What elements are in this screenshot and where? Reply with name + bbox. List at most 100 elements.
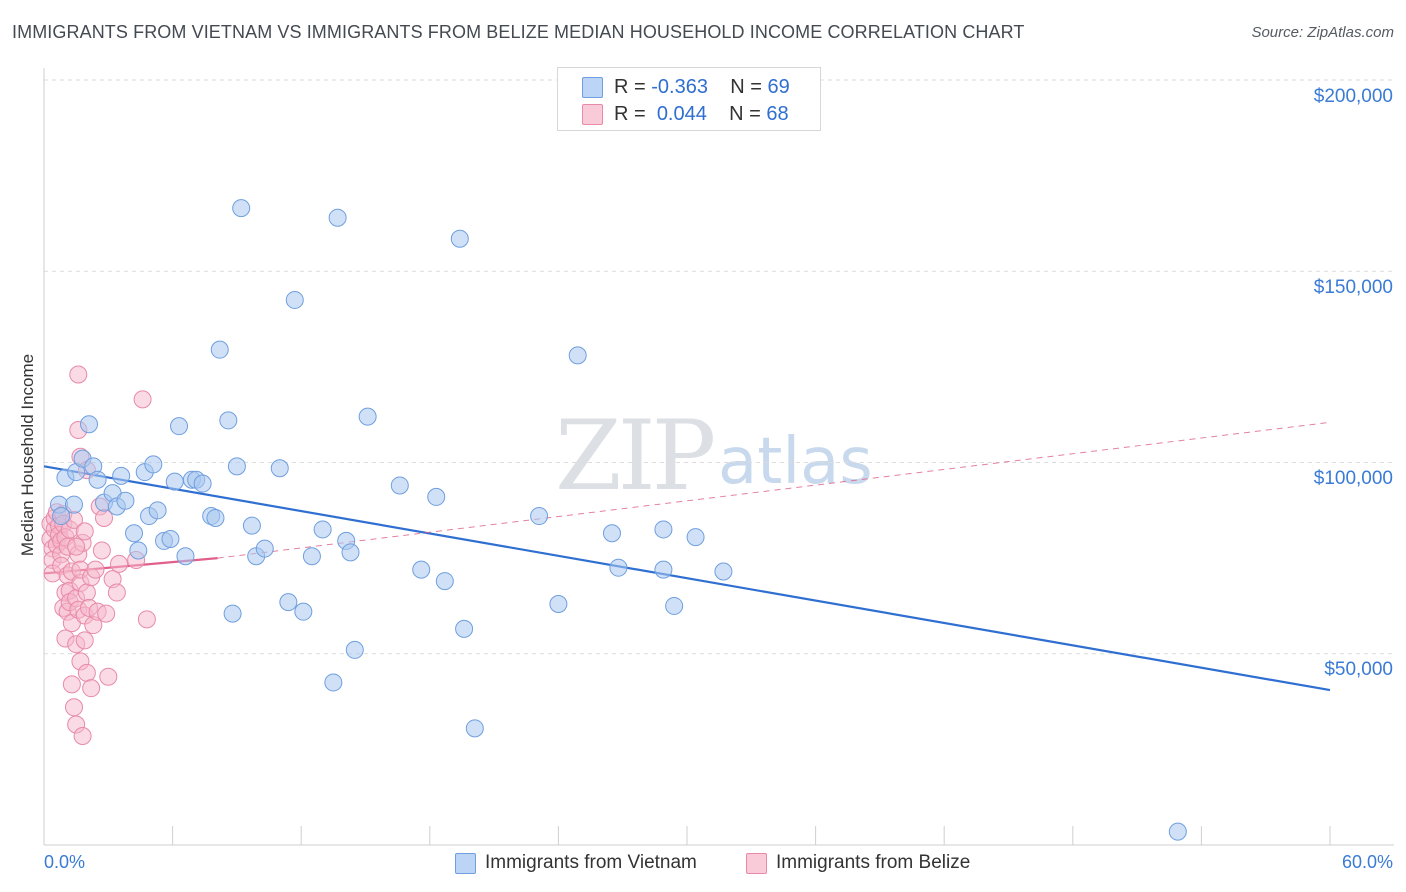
- belize-point: [62, 675, 81, 694]
- belize-point: [73, 726, 92, 745]
- source-label: Source: ZipAtlas.com: [1251, 24, 1394, 41]
- vietnam-point: [328, 208, 347, 227]
- vietnam-point: [654, 560, 673, 579]
- r-label: R =: [614, 76, 646, 98]
- belize-swatch: [746, 853, 767, 874]
- vietnam-point: [144, 455, 163, 474]
- vietnam-point: [450, 229, 469, 248]
- r-value-belize: 0.044: [656, 103, 707, 125]
- y-tick-label: $200,000: [1313, 86, 1393, 107]
- vietnam-point: [549, 595, 568, 614]
- vietnam-point: [125, 524, 144, 543]
- vietnam-point: [255, 539, 274, 558]
- vietnam-point: [1168, 822, 1187, 841]
- vietnam-swatch: [582, 77, 603, 98]
- vietnam-point: [206, 508, 225, 527]
- vietnam-point: [654, 520, 673, 539]
- vietnam-point: [165, 472, 184, 491]
- vietnam-point: [390, 476, 409, 495]
- series-legend: Immigrants from Vietnam Immigrants from …: [0, 852, 1406, 876]
- vietnam-point: [112, 466, 131, 485]
- vietnam-point: [427, 487, 446, 506]
- n-value-vietnam: 69: [767, 76, 790, 98]
- belize-point: [99, 667, 118, 686]
- vietnam-point: [609, 558, 628, 577]
- vietnam-point: [294, 602, 313, 621]
- correlation-legend: R = -0.363 N = 69 R = 0.044 N = 68: [557, 67, 821, 131]
- belize-point: [92, 541, 111, 560]
- vietnam-point: [148, 501, 167, 520]
- belize-point: [65, 698, 84, 717]
- vietnam-point: [88, 470, 107, 489]
- vietnam-point: [455, 619, 474, 638]
- n-label: N =: [729, 103, 761, 125]
- watermark-zip: ZIP: [555, 400, 716, 512]
- vietnam-point: [193, 474, 212, 493]
- n-label: N =: [730, 76, 762, 98]
- belize-point: [137, 610, 156, 629]
- vietnam-point: [530, 507, 549, 526]
- belize-point: [77, 583, 96, 602]
- y-tick-label: $50,000: [1324, 659, 1393, 680]
- legend-label-belize: Immigrants from Belize: [776, 852, 971, 873]
- belize-point: [97, 604, 116, 623]
- vietnam-point: [412, 560, 431, 579]
- x-tick-label-max: 60.0%: [1341, 852, 1393, 872]
- vietnam-point: [279, 593, 298, 612]
- vietnam-swatch: [455, 853, 476, 874]
- vietnam-trend-line: [43, 465, 1331, 692]
- vietnam-point: [161, 530, 180, 548]
- y-tick-label: $150,000: [1313, 277, 1393, 298]
- belize-point: [75, 631, 94, 650]
- y-tick-label: $100,000: [1313, 468, 1393, 489]
- belize-point: [107, 583, 126, 602]
- vietnam-point: [714, 562, 733, 581]
- vietnam-point: [232, 199, 251, 218]
- vietnam-point: [686, 528, 705, 547]
- belize-point: [67, 537, 86, 556]
- vietnam-point: [568, 346, 587, 365]
- vietnam-point: [52, 507, 71, 526]
- vietnam-point: [270, 459, 289, 478]
- vietnam-point: [302, 547, 321, 566]
- belize-trend-extension: [217, 421, 1331, 559]
- belize-points: [41, 365, 156, 745]
- x-tick-label-min: 0.0%: [44, 852, 86, 872]
- vietnam-point: [219, 411, 238, 430]
- y-axis-label: Median Household Income: [18, 353, 37, 557]
- legend-label-vietnam: Immigrants from Vietnam: [485, 852, 697, 873]
- belize-point: [75, 522, 94, 541]
- n-value-belize: 68: [766, 103, 789, 125]
- vietnam-point: [176, 547, 195, 566]
- belize-point: [82, 679, 101, 698]
- vietnam-point: [80, 415, 99, 434]
- vietnam-point: [129, 541, 148, 560]
- vietnam-point: [358, 407, 377, 426]
- vietnam-point: [602, 524, 621, 543]
- vietnam-point: [665, 596, 684, 615]
- belize-point: [133, 390, 152, 409]
- vietnam-point: [465, 719, 484, 738]
- vietnam-point: [313, 520, 332, 539]
- vietnam-point: [116, 491, 135, 510]
- vietnam-point: [345, 640, 364, 659]
- belize-swatch: [582, 104, 603, 125]
- vietnam-point: [170, 417, 189, 436]
- vietnam-point: [341, 543, 360, 562]
- vietnam-point: [210, 340, 229, 359]
- belize-point: [110, 554, 129, 573]
- belize-point: [69, 365, 88, 384]
- vietnam-point: [223, 604, 242, 623]
- vietnam-point: [65, 495, 84, 514]
- vietnam-point: [285, 290, 304, 309]
- belize-point: [77, 663, 96, 682]
- vietnam-point: [227, 457, 246, 476]
- axes: [43, 68, 1394, 846]
- vietnam-points: [50, 199, 1187, 841]
- chart-title: IMMIGRANTS FROM VIETNAM VS IMMIGRANTS FR…: [12, 22, 1025, 42]
- vietnam-point: [435, 572, 454, 591]
- r-value-vietnam: -0.363: [651, 76, 708, 98]
- r-label: R =: [614, 103, 646, 125]
- vietnam-point: [242, 516, 261, 535]
